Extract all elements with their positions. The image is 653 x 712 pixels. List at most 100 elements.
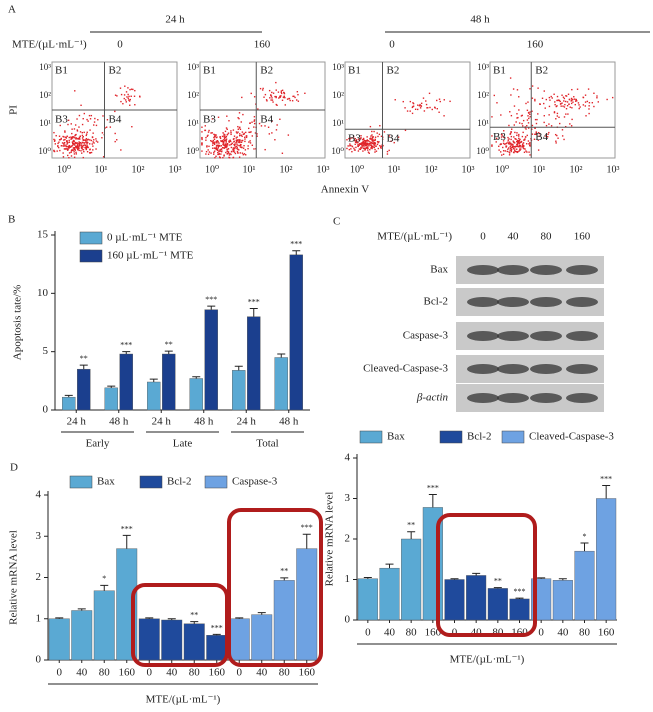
event-dot: [70, 150, 73, 152]
event-dot: [427, 107, 429, 109]
event-dot: [204, 129, 207, 132]
event-dot: [529, 144, 531, 147]
event-dot: [222, 157, 224, 159]
x-tick-label: 10¹: [95, 164, 108, 175]
y-tick-label: 10³: [39, 62, 51, 72]
event-dot: [60, 137, 62, 140]
event-dot: [529, 154, 531, 156]
event-dot: [57, 145, 59, 148]
event-dot: [545, 135, 547, 137]
event-dot: [207, 153, 210, 155]
x-tick-label: 10³: [169, 164, 182, 175]
event-dot: [354, 138, 357, 140]
event-dot: [63, 145, 66, 147]
event-dot: [369, 125, 372, 128]
legend-swatch: [439, 430, 463, 444]
event-dot: [257, 108, 259, 110]
event-dot: [518, 133, 520, 136]
event-dot: [280, 92, 283, 95]
event-dot: [93, 142, 95, 144]
event-dot: [82, 149, 85, 151]
event-dot: [87, 120, 89, 122]
event-dot: [533, 138, 536, 140]
legend-label: Bax: [387, 431, 405, 443]
event-dot: [89, 118, 92, 120]
event-dot: [588, 102, 591, 104]
error-bar: [149, 378, 158, 382]
event-dot: [66, 143, 68, 145]
event-dot: [86, 143, 88, 145]
y-tick-label: 5: [43, 345, 49, 357]
event-dot: [519, 138, 521, 141]
event-dot: [236, 132, 238, 134]
event-dot: [244, 154, 247, 156]
event-dot: [354, 141, 357, 143]
event-dot: [505, 142, 508, 144]
event-dot: [67, 119, 70, 122]
event-dot: [512, 88, 515, 90]
dose-label: 0: [389, 39, 395, 51]
quadrant-label: B4: [109, 114, 122, 126]
event-dot: [416, 108, 419, 111]
event-dot: [366, 140, 368, 142]
error-bar: [100, 584, 109, 591]
event-dot: [221, 140, 224, 142]
event-dot: [232, 147, 235, 149]
event-dot: [274, 139, 276, 141]
event-dot: [388, 149, 390, 152]
event-dot: [226, 115, 228, 117]
event-dot: [240, 134, 242, 136]
event-dot: [82, 138, 84, 141]
event-dot: [267, 126, 270, 128]
event-dot: [85, 145, 87, 148]
event-dot: [380, 146, 382, 149]
event-dot: [85, 148, 88, 151]
event-dot: [560, 105, 562, 107]
event-dot: [83, 131, 85, 134]
event-dot: [366, 144, 368, 146]
event-dot: [93, 139, 95, 141]
event-dot: [281, 99, 284, 101]
event-dot: [496, 102, 498, 104]
event-dot: [568, 98, 571, 101]
event-dot: [571, 118, 573, 121]
event-dot: [417, 104, 419, 106]
event-dot: [493, 94, 495, 97]
event-dot: [95, 148, 97, 150]
bar: [273, 580, 295, 661]
event-dot: [368, 144, 370, 146]
event-dot: [561, 102, 563, 104]
event-dot: [249, 131, 251, 134]
event-dot: [513, 142, 516, 144]
bar: [401, 538, 422, 621]
event-dot: [543, 115, 545, 117]
event-dot: [571, 99, 573, 101]
event-dot: [71, 145, 73, 147]
event-dot: [539, 103, 541, 105]
time-label: 48 h: [470, 14, 490, 26]
event-dot: [114, 94, 117, 96]
event-dot: [234, 152, 237, 155]
event-dot: [236, 143, 238, 145]
event-dot: [70, 137, 73, 139]
blot-band: [530, 265, 562, 275]
event-dot: [390, 140, 392, 142]
event-dot: [81, 147, 83, 150]
event-dot: [536, 118, 538, 121]
legend-label: Bcl-2: [167, 476, 191, 488]
x-tick-label: 80: [406, 627, 418, 639]
bar: [296, 548, 318, 661]
event-dot: [360, 137, 362, 139]
y-tick-label: 10¹: [477, 118, 489, 128]
event-dot: [256, 135, 258, 137]
event-dot: [517, 140, 520, 142]
error-bar: [515, 597, 524, 599]
event-dot: [85, 141, 87, 144]
event-dot: [574, 100, 577, 102]
event-dot: [70, 136, 72, 138]
event-dot: [514, 138, 516, 140]
event-dot: [358, 140, 360, 142]
event-dot: [516, 117, 518, 119]
event-dot: [500, 114, 502, 116]
event-dot: [228, 141, 230, 143]
